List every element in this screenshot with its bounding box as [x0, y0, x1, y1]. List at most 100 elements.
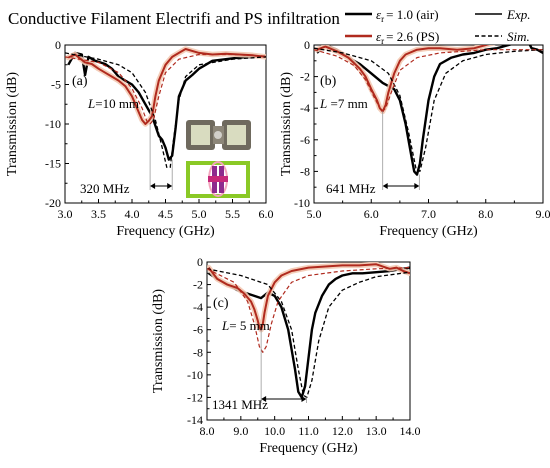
y-tick-label-a: -15 [45, 157, 61, 171]
y-tick-label-c: -6 [193, 323, 203, 337]
series-line-air_sim-a [65, 52, 266, 169]
x-tick-label-a: 4.5 [158, 207, 173, 221]
plot-series-a [65, 46, 266, 169]
shift-arrowhead-left-b [382, 183, 388, 189]
y-tick-label-c: -10 [187, 368, 203, 382]
series-line-air_sim-b [314, 47, 543, 173]
series-line-air_sim-c [207, 268, 410, 399]
x-axis-label-a: Frequency (GHz) [116, 224, 215, 239]
x-tick-label-b: 9.0 [536, 207, 550, 221]
chart-panel-a: 3.0 3.5 4.0 4.5 5.0 5.5 6.0 0 -5 -10 -15 -20 Frequen… [5, 38, 274, 239]
length-label-b: L =7 mm [319, 96, 368, 111]
x-axis-label-b: Frequency (GHz) [379, 224, 478, 239]
length-label-a: L=10 mm [87, 96, 139, 111]
y-tick-label-b: -8 [300, 164, 310, 178]
y-tick-label-c: -2 [193, 278, 203, 292]
x-tick-label-a: 4.0 [125, 207, 140, 221]
shift-arrowhead-right-b [414, 183, 420, 189]
x-tick-label-b: 5.0 [307, 207, 322, 221]
y-tick-label-a: -20 [45, 196, 61, 210]
shift-label-c: 1341 MHz [212, 397, 268, 412]
y-tick-label-c: -8 [193, 345, 203, 359]
series-line-ps_exp-c [207, 263, 410, 331]
y-tick-label-b: -6 [300, 133, 310, 147]
x-tick-label-b: 7.0 [421, 207, 436, 221]
legend-ps-sub: r [381, 36, 384, 46]
x-tick-label-b: 6.0 [364, 207, 379, 221]
y-tick-label-b: -2 [300, 70, 310, 84]
x-tick-label-c: 13.0 [366, 424, 387, 438]
length-symbol-a: L [87, 96, 95, 111]
length-value-b: =7 mm [327, 96, 368, 111]
x-axis-label-c: Frequency (GHz) [259, 441, 358, 456]
legend-ps-label: εr = 2.6 (PS) [376, 29, 439, 46]
legend-air-eps: ε [376, 7, 382, 22]
legend-air-text: = 1.0 (air) [386, 7, 438, 22]
legend: εr = 1.0 (air) εr = 2.6 (PS) Exp. Sim. [345, 7, 530, 46]
y-tick-label-b: -10 [294, 196, 310, 210]
chart-panel-b: 5.0 6.0 7.0 8.0 9.0 0 -2 -4 -6 -8 -10 Frequency (GH… [279, 38, 550, 239]
y-tick-label-a: -5 [51, 78, 61, 92]
resonator-inset [186, 120, 251, 198]
y-axis-label-b: Transmission (dB) [279, 72, 294, 176]
plot-frame-b [313, 44, 544, 204]
legend-ps-text: = 2.6 (PS) [386, 29, 439, 44]
x-tick-label-a: 5.5 [225, 207, 240, 221]
series-line-ps_exp-b [316, 45, 490, 113]
series-line-ps_sim-c [207, 267, 410, 353]
shift-label-a: 320 MHz [80, 181, 130, 196]
x-tick-label-c: 11.0 [298, 424, 319, 438]
shift-arrowhead-right-a [167, 183, 173, 189]
panel-label-b: (b) [320, 74, 337, 89]
y-tick-label-a: 0 [55, 38, 61, 52]
plot-series-b [314, 45, 543, 176]
resonator-photo [186, 120, 251, 150]
series-line-ps_sim-b [314, 49, 543, 112]
legend-air-sub: r [381, 14, 384, 24]
x-tick-label-c: 10.0 [264, 424, 285, 438]
x-tick-label-a: 5.0 [192, 207, 207, 221]
series-line-air_exp-b [316, 45, 543, 176]
x-tick-label-a: 3.0 [58, 207, 73, 221]
shift-arrowhead-left-a [150, 183, 156, 189]
y-tick-label-c: -14 [187, 413, 203, 427]
x-tick-label-c: 9.0 [233, 424, 248, 438]
length-symbol-b: L [319, 96, 327, 111]
x-tick-label-c: 12.0 [332, 424, 353, 438]
shift-arrowhead-right-c [301, 396, 307, 402]
shift-label-b: 641 MHz [326, 181, 376, 196]
resonator-schematic [186, 161, 250, 198]
y-tick-label-c: 0 [197, 255, 203, 269]
legend-ps-eps: ε [376, 29, 382, 44]
legend-exp-label: Exp. [506, 7, 530, 22]
chart-panel-c: 8.0 9.0 10.0 11.0 12.0 13.0 14.0 0 -2 -4 -6 -8 -10 -1… [151, 255, 421, 456]
y-axis-label-c: Transmission (dB) [151, 289, 166, 393]
series-line-air_exp-c [208, 266, 410, 399]
y-axis-label-a: Transmission (dB) [5, 72, 20, 176]
x-tick-label-a: 6.0 [259, 207, 274, 221]
x-tick-label-c: 8.0 [200, 424, 215, 438]
y-tick-label-c: -12 [187, 390, 203, 404]
length-value-a: =10 mm [95, 96, 139, 111]
x-tick-label-b: 8.0 [478, 207, 493, 221]
panel-label-c: (c) [213, 296, 229, 311]
series-glow-ps_exp-a [65, 46, 266, 127]
x-tick-label-c: 14.0 [400, 424, 421, 438]
y-tick-label-b: -4 [300, 101, 310, 115]
length-label-c: L= 5 mm [221, 318, 270, 333]
y-tick-label-b: 0 [304, 38, 310, 52]
y-tick-label-c: -4 [193, 300, 203, 314]
x-tick-label-a: 3.5 [91, 207, 106, 221]
y-tick-label-a: -10 [45, 117, 61, 131]
series-line-ps_exp-a [67, 48, 266, 125]
shift-arrowhead-left-c [261, 396, 267, 402]
panel-label-a: (a) [72, 74, 88, 89]
figure-title: Conductive Filament Electrifi and PS inf… [8, 9, 340, 28]
length-symbol-c: L [221, 318, 229, 333]
length-value-c: = 5 mm [229, 318, 270, 333]
legend-sim-label: Sim. [507, 29, 530, 44]
series-line-ps_sim-a [65, 53, 266, 125]
plot-series-c [207, 262, 410, 399]
legend-air-label: εr = 1.0 (air) [376, 7, 439, 24]
